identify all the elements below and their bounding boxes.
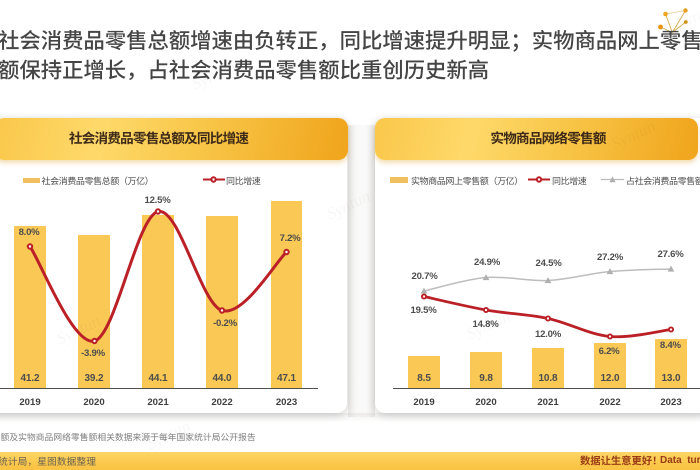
svg-text:Syntun: Syntun [143,416,193,453]
svg-text:Syntun: Syntun [608,116,658,153]
svg-text:Syntun: Syntun [323,186,373,223]
